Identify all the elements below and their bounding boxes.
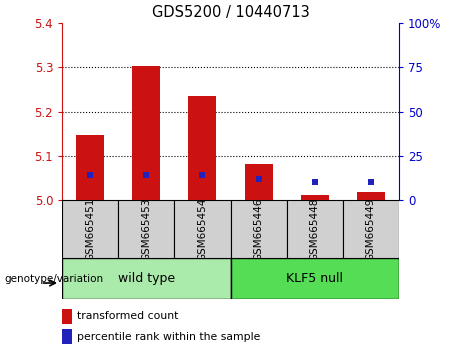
- Bar: [287, 200, 343, 258]
- Bar: [62, 309, 71, 324]
- Bar: [343, 200, 399, 258]
- Title: GDS5200 / 10440713: GDS5200 / 10440713: [152, 5, 309, 21]
- Text: GSM665449: GSM665449: [366, 198, 376, 261]
- Text: genotype/variation: genotype/variation: [5, 274, 104, 284]
- Text: wild type: wild type: [118, 272, 175, 285]
- Bar: [76, 135, 104, 200]
- Text: GSM665446: GSM665446: [254, 198, 264, 261]
- Bar: [357, 192, 385, 200]
- Text: GSM665451: GSM665451: [85, 198, 95, 261]
- Bar: [62, 200, 118, 258]
- Bar: [230, 258, 399, 299]
- Text: GSM665448: GSM665448: [310, 198, 319, 261]
- Text: GSM665454: GSM665454: [197, 198, 207, 261]
- Bar: [118, 200, 174, 258]
- Bar: [132, 67, 160, 200]
- Bar: [244, 164, 272, 200]
- Bar: [174, 200, 230, 258]
- Text: transformed count: transformed count: [77, 312, 179, 321]
- Bar: [230, 200, 287, 258]
- Text: percentile rank within the sample: percentile rank within the sample: [77, 332, 261, 342]
- Bar: [62, 330, 71, 344]
- Text: KLF5 null: KLF5 null: [286, 272, 343, 285]
- Bar: [62, 258, 230, 299]
- Bar: [301, 195, 329, 200]
- Text: GSM665453: GSM665453: [142, 198, 151, 261]
- Bar: [189, 96, 217, 200]
